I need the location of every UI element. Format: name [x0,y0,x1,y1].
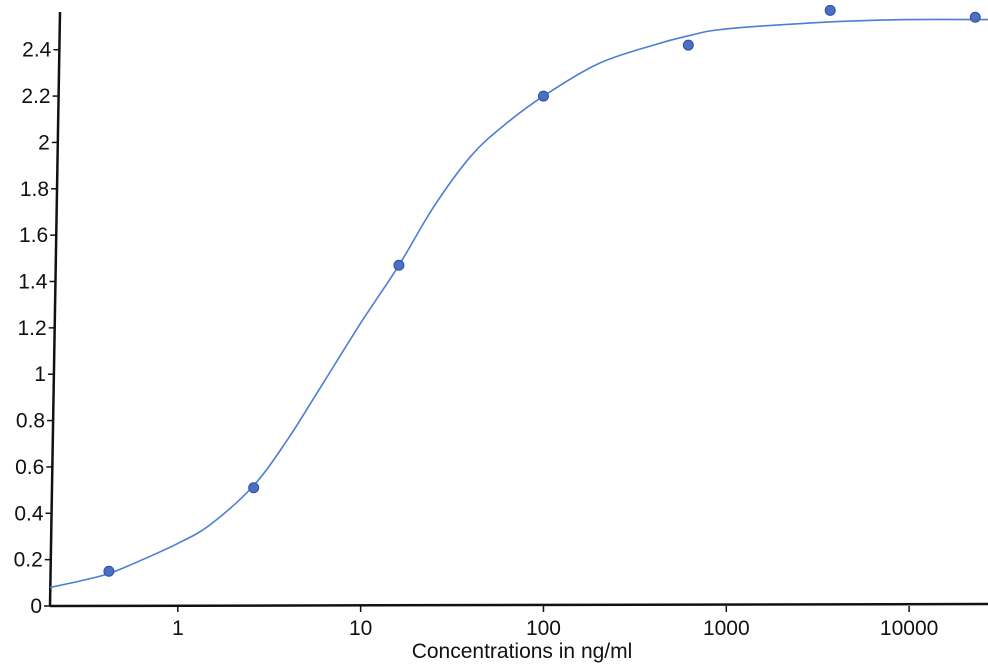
y-tick-label: 0.6 [15,456,44,479]
data-point [393,259,405,271]
y-axis-line [48,11,62,607]
y-tick-label: 1 [34,363,46,386]
y-tick-label: 1.4 [18,271,48,294]
y-tick-label: 0 [30,595,42,618]
y-tick-label: 2 [38,131,50,154]
data-point [969,11,981,23]
x-tick-label: 10000 [880,617,938,640]
y-tick-label: 1.6 [19,224,48,247]
data-points-layer [103,4,981,577]
data-point [682,39,694,51]
y-tick-label: 2.2 [21,85,50,108]
x-axis-line [49,602,988,608]
y-tick-label: 0.8 [16,410,45,433]
y-axis: 0 0.2 0.4 0.6 0.8 1 1.2 1.4 1.6 1.8 2 2.2 2.4 [14,11,62,618]
y-tick-label: 1.2 [17,317,46,340]
fit-curve-line [49,18,988,589]
y-tick-label: 0.4 [14,502,44,525]
x-tick-label: 100 [526,617,561,640]
data-point [824,4,836,16]
x-tick-label: 1 [172,617,184,640]
x-tick-label: 10 [349,617,372,640]
data-point [537,90,549,102]
y-tick-label: 0.2 [14,549,43,572]
x-axis-title: Concentrations in ng/ml [412,640,633,663]
y-tick-label: 2.4 [22,39,52,62]
fit-curve-layer [49,18,988,589]
x-axis: 1 10 100 1000 10000 [49,602,988,640]
data-point [248,482,260,494]
y-tick-label: 1.8 [20,178,49,201]
data-point [103,565,115,577]
x-tick-label: 1000 [703,617,750,640]
